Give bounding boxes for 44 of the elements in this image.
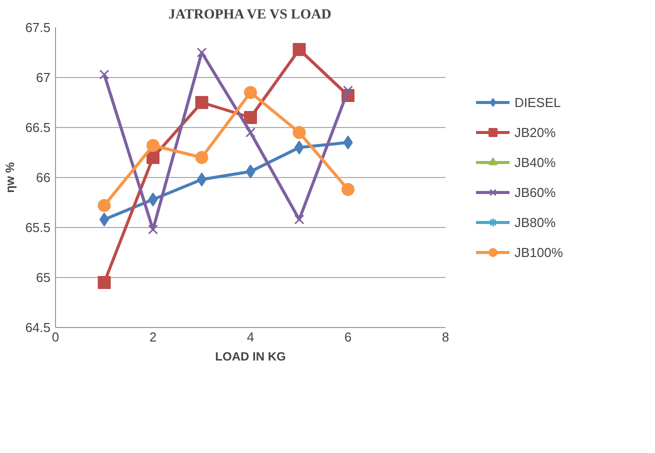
point xyxy=(148,224,158,234)
point xyxy=(146,151,160,164)
x-tick-label: 8 xyxy=(442,330,450,344)
point xyxy=(99,212,110,226)
point xyxy=(292,126,306,139)
point xyxy=(292,43,306,56)
legend-label: JB60% xyxy=(514,184,557,200)
point xyxy=(98,199,111,212)
point xyxy=(294,214,304,224)
point xyxy=(244,111,257,124)
point xyxy=(246,128,256,138)
y-tick-label: 66 xyxy=(36,170,51,185)
y-tick-label: 65 xyxy=(36,270,51,285)
y-tick-label: 67 xyxy=(36,70,51,85)
y-tick-label: 65.5 xyxy=(25,220,51,235)
point xyxy=(342,183,354,196)
point xyxy=(196,48,207,58)
point xyxy=(195,151,208,164)
point xyxy=(343,86,353,96)
x-axis-title: LOAD IN KG xyxy=(215,350,286,364)
x-tick-label: 2 xyxy=(149,330,157,344)
legend-label: JB40% xyxy=(514,154,557,170)
point xyxy=(98,276,111,289)
point xyxy=(146,139,160,152)
point xyxy=(246,164,256,178)
point xyxy=(148,192,158,206)
legend-label: JB80% xyxy=(514,214,557,230)
chart-title: JATROPHA VE VS LOAD xyxy=(168,8,332,22)
x-tick-label: 4 xyxy=(246,330,254,344)
y-axis-title: ηw % xyxy=(3,162,18,193)
point xyxy=(294,140,304,154)
y-tick-label: 67.5 xyxy=(25,20,51,35)
legend-label: JB100% xyxy=(514,244,564,260)
legend-label: DIESEL xyxy=(514,94,562,110)
y-tick-label: 66.5 xyxy=(25,120,51,135)
point xyxy=(196,172,207,186)
legend-label: JB20% xyxy=(514,124,557,140)
y-tick-label: 64.5 xyxy=(25,320,51,335)
point xyxy=(244,86,257,99)
point xyxy=(99,70,110,80)
point xyxy=(195,96,208,109)
point xyxy=(343,136,353,150)
x-tick-label: 6 xyxy=(344,330,352,344)
x-tick-label: 0 xyxy=(52,330,60,344)
